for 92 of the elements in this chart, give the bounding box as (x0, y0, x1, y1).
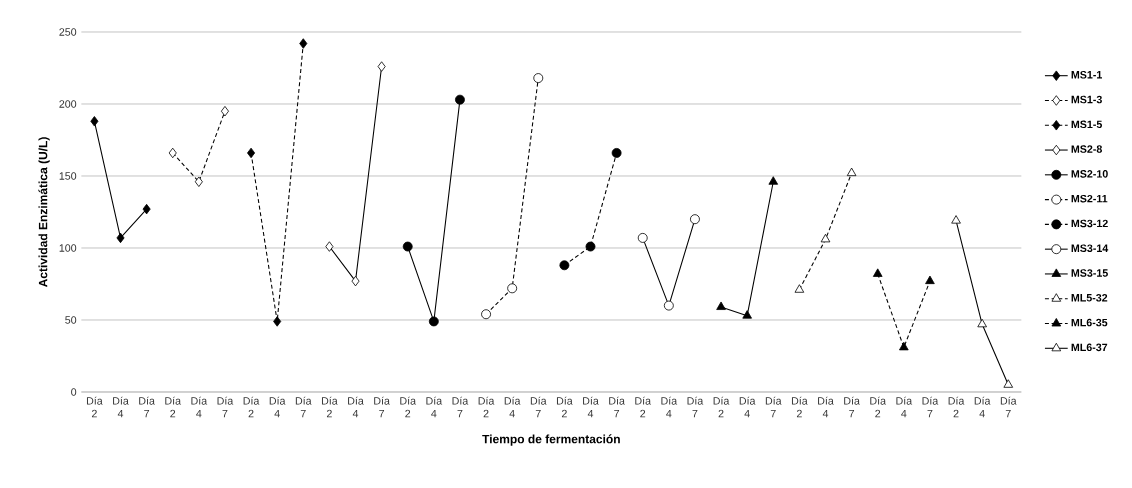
legend-label: MS1-1 (1071, 70, 1102, 79)
point (325, 241, 334, 252)
y-tick-label: 100 (59, 244, 77, 252)
x-tick-label: Día 4 (583, 396, 599, 418)
point (142, 203, 151, 215)
point (716, 301, 726, 310)
x-tick-label: Día 2 (478, 396, 495, 418)
x-tick-label: Día 2 (635, 396, 652, 418)
x-tick-label: Día 7 (1000, 396, 1017, 418)
point (90, 116, 99, 127)
point (742, 310, 752, 319)
point (220, 105, 229, 117)
x-tick-label: Día 2 (243, 396, 260, 418)
point (247, 147, 256, 159)
x-tick-label: Día 4 (348, 396, 364, 418)
legend-label: MS1-5 (1071, 120, 1102, 129)
legend-label: MS2-11 (1071, 194, 1108, 203)
x-tick-label: Día 4 (426, 396, 443, 418)
x-tick-label: Día 2 (713, 396, 730, 418)
x-tick-label: Día 7 (374, 396, 390, 418)
point (299, 38, 308, 49)
point (533, 73, 544, 84)
x-tick-label: Día 7 (844, 396, 860, 418)
x-tick-label: Día 2 (791, 396, 808, 418)
point (872, 268, 883, 277)
point (1003, 379, 1014, 388)
point (585, 241, 596, 252)
point (899, 341, 909, 351)
point (663, 300, 674, 311)
x-tick-label: Día 4 (896, 396, 913, 418)
point (977, 318, 987, 328)
point (925, 275, 935, 285)
x-tick-label: Día 7 (530, 396, 547, 418)
point (690, 214, 700, 225)
x-tick-label: Día 2 (400, 396, 417, 418)
point (273, 316, 282, 327)
point (507, 283, 518, 294)
x-tick-label: Día 7 (609, 396, 625, 418)
y-tick-label: 250 (59, 28, 77, 36)
point (637, 232, 648, 243)
point (951, 215, 961, 224)
x-tick-label: Día 7 (687, 396, 704, 418)
point (402, 241, 413, 252)
x-axis-title: Tiempo de fermentación (482, 434, 620, 446)
x-tick-label: Día 2 (321, 396, 338, 418)
x-tick-label: Día 4 (113, 396, 129, 418)
x-tick-label: Día 4 (504, 396, 521, 418)
point (377, 61, 386, 72)
point (559, 260, 570, 271)
y-tick-label: 50 (65, 316, 77, 324)
point (168, 147, 177, 159)
point (768, 176, 779, 185)
legend-label: MS1-3 (1071, 95, 1102, 104)
legend-label: ML6-37 (1071, 343, 1108, 352)
point (116, 232, 125, 244)
legend-label: MS3-14 (1071, 244, 1109, 253)
x-tick-label: Día 4 (974, 396, 991, 418)
x-tick-label: Día 2 (870, 396, 887, 418)
x-tick-label: Día 7 (217, 396, 234, 418)
point (351, 275, 360, 287)
x-tick-label: Día 4 (269, 396, 286, 418)
x-tick-label: Día 7 (765, 396, 782, 418)
x-tick-label: Día 7 (295, 396, 312, 418)
legend-label: MS3-15 (1071, 269, 1108, 277)
point (794, 284, 805, 293)
x-tick-label: Día 2 (556, 396, 573, 418)
x-tick-label: Día 4 (739, 396, 756, 418)
y-tick-label: 150 (59, 172, 77, 180)
x-tick-label: Día 4 (191, 396, 208, 418)
legend-label: MS2-8 (1071, 145, 1102, 153)
x-tick-label: Día 2 (948, 396, 965, 418)
point (455, 94, 465, 105)
legend-label: ML5-32 (1071, 294, 1108, 302)
legend-label: MS3-12 (1071, 219, 1108, 228)
point (194, 176, 203, 187)
x-tick-label: Día 7 (139, 396, 155, 418)
x-tick-label: Día 7 (452, 396, 469, 418)
x-tick-label: Día 4 (661, 396, 678, 418)
x-tick-label: Día 4 (818, 396, 834, 418)
legend-label: MS2-10 (1071, 170, 1108, 178)
x-tick-label: Día 2 (165, 396, 182, 418)
point (481, 309, 491, 320)
x-tick-label: Día 7 (922, 396, 939, 418)
point (611, 148, 622, 158)
y-tick-label: 0 (71, 388, 77, 396)
legend-label: ML6-35 (1071, 318, 1108, 327)
y-tick-label: 200 (59, 100, 77, 108)
y-axis-title: Actividad Enzimática (U/L) (38, 137, 50, 288)
point (820, 233, 831, 243)
point (846, 167, 857, 177)
x-tick-label: Día 2 (86, 396, 103, 418)
point (428, 316, 439, 327)
